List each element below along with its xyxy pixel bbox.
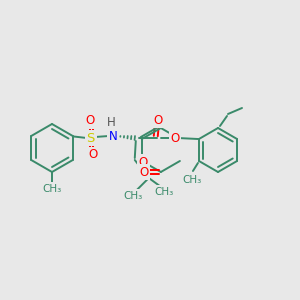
Text: O: O [88, 148, 98, 161]
Text: S: S [87, 131, 95, 145]
Text: CH₃: CH₃ [123, 191, 142, 201]
Text: CH₃: CH₃ [42, 184, 62, 194]
Text: N: N [108, 130, 117, 142]
Text: O: O [138, 155, 147, 169]
Text: O: O [139, 166, 148, 178]
Text: CH₃: CH₃ [182, 175, 202, 185]
Text: O: O [85, 115, 94, 128]
Text: O: O [170, 131, 179, 145]
Text: CH₃: CH₃ [154, 187, 173, 197]
Text: O: O [153, 113, 162, 127]
Text: H: H [106, 116, 115, 128]
